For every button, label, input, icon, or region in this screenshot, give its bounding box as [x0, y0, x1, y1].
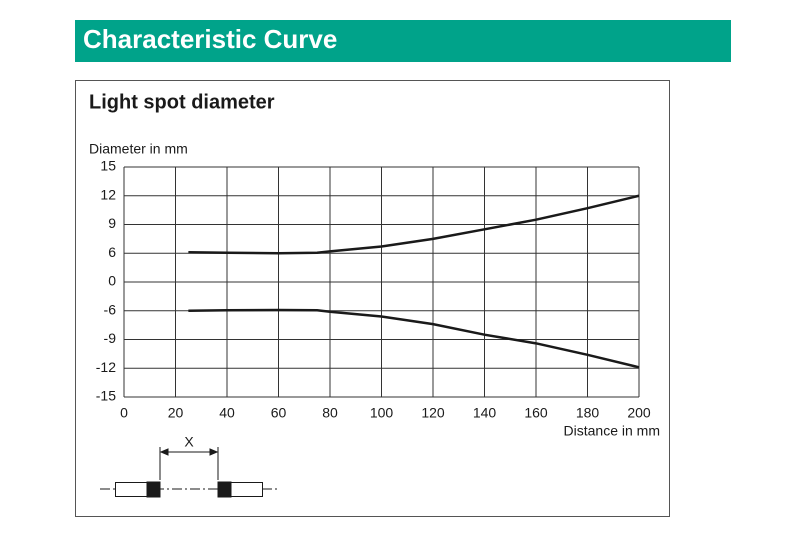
x-tick-label: 100	[370, 405, 394, 421]
x-tick-label: 140	[473, 405, 497, 421]
x-tick-label: 20	[168, 405, 184, 421]
x-tick-label: 160	[524, 405, 548, 421]
x-axis-label: Distance in mm	[564, 423, 660, 439]
y-tick-label: -12	[96, 359, 116, 375]
y-tick-label: -6	[104, 301, 117, 317]
x-tick-label: 180	[576, 405, 600, 421]
x-tick-label: 120	[421, 405, 445, 421]
chart-frame	[75, 80, 670, 517]
y-tick-label: 15	[100, 158, 116, 174]
dimension-label: X	[184, 434, 194, 450]
receiver-lens	[217, 481, 232, 498]
arrow-heads	[159, 448, 219, 456]
y-tick-label: -15	[96, 388, 116, 404]
x-tick-label: 40	[219, 405, 235, 421]
chart-title: Light spot diameter	[89, 91, 275, 113]
y-tick-label: -9	[104, 330, 117, 346]
x-tick-label: 0	[120, 405, 128, 421]
y-tick-label: 12	[100, 186, 116, 202]
sensor-diagram	[100, 447, 280, 498]
emitter-lens	[146, 481, 161, 498]
y-tick-label: 6	[108, 244, 116, 260]
curve	[188, 194, 640, 255]
x-tick-label: 80	[322, 405, 338, 421]
header-title: Characteristic Curve	[83, 24, 337, 54]
curve	[188, 308, 640, 369]
y-tick-label: 0	[108, 273, 116, 289]
header-bar	[75, 20, 731, 62]
y-tick-label: 9	[108, 215, 116, 231]
y-axis-label: Diameter in mm	[89, 141, 188, 157]
x-tick-label: 200	[627, 405, 651, 421]
x-tick-label: 60	[271, 405, 287, 421]
